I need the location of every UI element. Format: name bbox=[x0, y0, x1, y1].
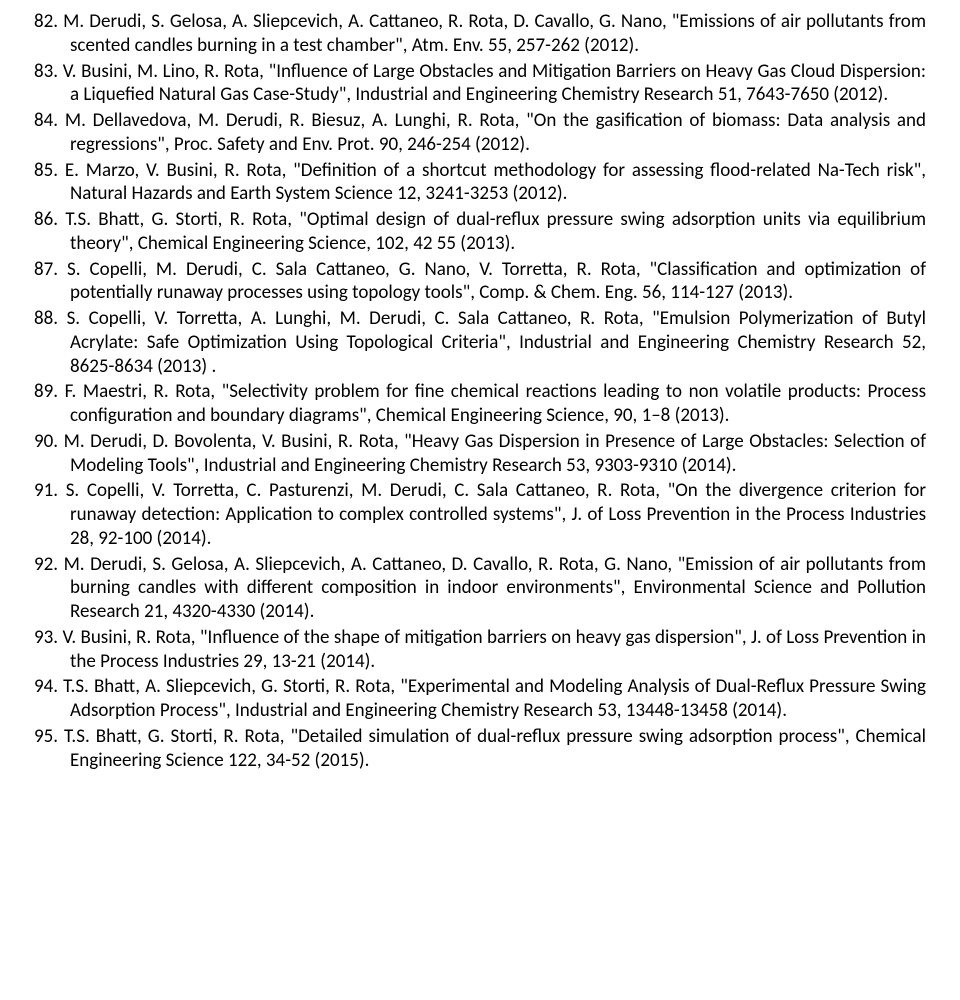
page-container: 82. M. Derudi, S. Gelosa, A. Sliepcevich… bbox=[0, 0, 960, 804]
reference-text: T.S. Bhatt, A. Sliepcevich, G. Storti, R… bbox=[63, 675, 926, 722]
reference-text: F. Maestri, R. Rota, "Selectivity proble… bbox=[65, 380, 926, 427]
reference-number: 95. bbox=[34, 725, 58, 748]
reference-number: 93. bbox=[34, 626, 58, 649]
reference-number: 82. bbox=[34, 10, 58, 33]
reference-item: 87. S. Copelli, M. Derudi, C. Sala Catta… bbox=[34, 258, 926, 306]
reference-text: E. Marzo, V. Busini, R. Rota, "Definitio… bbox=[65, 159, 926, 206]
reference-item: 95. T.S. Bhatt, G. Storti, R. Rota, "Det… bbox=[34, 725, 926, 773]
reference-item: 92. M. Derudi, S. Gelosa, A. Sliepcevich… bbox=[34, 553, 926, 624]
reference-text: V. Busini, R. Rota, "Influence of the sh… bbox=[62, 626, 926, 673]
reference-text: V. Busini, M. Lino, R. Rota, "Influence … bbox=[63, 60, 926, 107]
reference-item: 91. S. Copelli, V. Torretta, C. Pasturen… bbox=[34, 479, 926, 550]
reference-item: 85. E. Marzo, V. Busini, R. Rota, "Defin… bbox=[34, 159, 926, 207]
reference-item: 94. T.S. Bhatt, A. Sliepcevich, G. Stort… bbox=[34, 675, 926, 723]
reference-item: 82. M. Derudi, S. Gelosa, A. Sliepcevich… bbox=[34, 10, 926, 58]
reference-number: 86. bbox=[34, 208, 58, 231]
reference-text: T.S. Bhatt, G. Storti, R. Rota, "Optimal… bbox=[65, 208, 926, 255]
reference-text: S. Copelli, V. Torretta, A. Lunghi, M. D… bbox=[67, 307, 926, 378]
reference-text: M. Dellavedova, M. Derudi, R. Biesuz, A.… bbox=[65, 109, 926, 156]
reference-number: 85. bbox=[34, 159, 58, 182]
reference-number: 91. bbox=[34, 479, 58, 502]
reference-item: 89. F. Maestri, R. Rota, "Selectivity pr… bbox=[34, 380, 926, 428]
reference-number: 83. bbox=[34, 60, 58, 83]
reference-number: 84. bbox=[34, 109, 58, 132]
reference-item: 84. M. Dellavedova, M. Derudi, R. Biesuz… bbox=[34, 109, 926, 157]
reference-text: S. Copelli, V. Torretta, C. Pasturenzi, … bbox=[66, 479, 926, 550]
reference-text: S. Copelli, M. Derudi, C. Sala Cattaneo,… bbox=[67, 258, 926, 305]
reference-item: 83. V. Busini, M. Lino, R. Rota, "Influe… bbox=[34, 60, 926, 108]
reference-text: T.S. Bhatt, G. Storti, R. Rota, "Detaile… bbox=[64, 725, 926, 772]
reference-number: 89. bbox=[34, 380, 58, 403]
reference-number: 87. bbox=[34, 258, 58, 281]
reference-item: 93. V. Busini, R. Rota, "Influence of th… bbox=[34, 626, 926, 674]
reference-item: 86. T.S. Bhatt, G. Storti, R. Rota, "Opt… bbox=[34, 208, 926, 256]
reference-number: 90. bbox=[34, 430, 58, 453]
reference-item: 88. S. Copelli, V. Torretta, A. Lunghi, … bbox=[34, 307, 926, 378]
reference-list: 82. M. Derudi, S. Gelosa, A. Sliepcevich… bbox=[34, 10, 926, 772]
reference-number: 94. bbox=[34, 675, 58, 698]
reference-item: 90. M. Derudi, D. Bovolenta, V. Busini, … bbox=[34, 430, 926, 478]
reference-text: M. Derudi, S. Gelosa, A. Sliepcevich, A.… bbox=[64, 553, 926, 624]
reference-text: M. Derudi, S. Gelosa, A. Sliepcevich, A.… bbox=[63, 10, 926, 57]
reference-number: 92. bbox=[34, 553, 58, 576]
reference-number: 88. bbox=[34, 307, 58, 330]
reference-text: M. Derudi, D. Bovolenta, V. Busini, R. R… bbox=[64, 430, 926, 477]
